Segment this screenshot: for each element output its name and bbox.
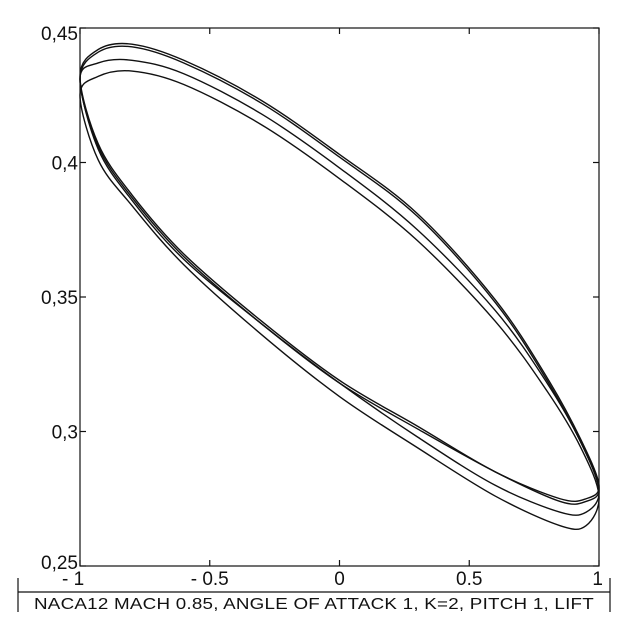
y-tick-label: 0,45 [41,24,78,45]
y-tick-label: 0,35 [41,288,78,309]
y-tick-label: 0,25 [41,553,78,574]
x-tick-label: 0 [334,569,345,590]
series-line [79,58,600,516]
y-tick-label: 0,4 [52,154,79,175]
x-tick-label: 0.5 [456,569,482,590]
x-tick-label: - 1 [62,569,84,590]
y-tick-label: 0,3 [52,423,78,444]
ticks-layer: 0,25 0,3 0,35 0,4 0,45 - 1 - 0.5 0 0.5 1 [41,24,603,590]
x-tick-label: - 0.5 [191,569,229,590]
series-line [79,70,600,531]
series-line [79,42,600,503]
series-line [79,45,600,505]
series-layer [79,42,600,531]
chart-caption: NACA12 MACH 0.85, ANGLE OF ATTACK 1, K=2… [34,596,594,613]
x-tick-label: 1 [592,569,603,590]
